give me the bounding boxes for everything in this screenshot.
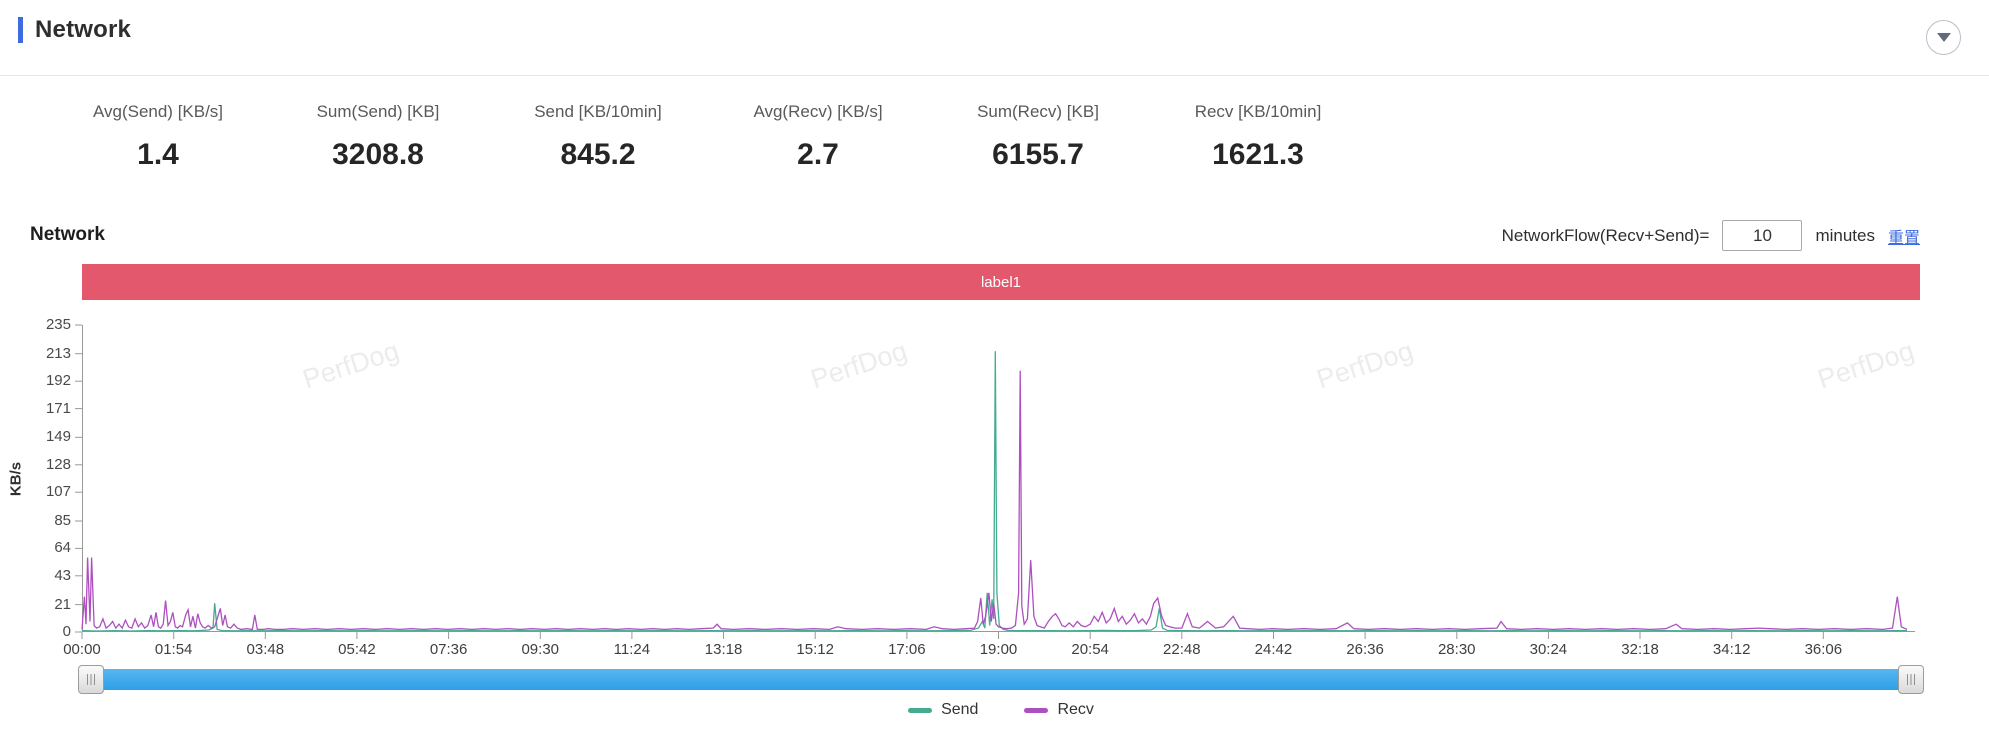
x-axis-label: 05:42 <box>338 641 376 658</box>
x-axis-label: 20:54 <box>1071 641 1109 658</box>
stat-value: 2.7 <box>797 138 839 171</box>
grip-icon <box>87 674 95 685</box>
network-flow-minutes-input[interactable] <box>1722 220 1803 251</box>
x-axis-label: 11:24 <box>613 641 651 658</box>
y-axis-label: 235 <box>45 316 71 333</box>
legend-item-recv[interactable]: Recv <box>1024 701 1094 719</box>
y-axis-label: 107 <box>45 483 71 501</box>
stats-row: Avg(Send) [KB/s] 1.4 Sum(Send) [KB] 3208… <box>68 102 1388 172</box>
stat-avg-send: Avg(Send) [KB/s] 1.4 <box>68 102 248 172</box>
y-axis-label: 43 <box>54 566 71 584</box>
x-axis-label: 00:00 <box>63 641 101 658</box>
y-axis-label: 64 <box>54 539 71 557</box>
y-axis-label: 21 <box>54 595 71 613</box>
chart-section-title: Network <box>30 224 105 245</box>
chart-range-scrollbar <box>78 665 1924 694</box>
network-flow-controls: NetworkFlow(Recv+Send)= minutes 重置 <box>1502 220 1920 251</box>
label1-banner: label1 <box>82 264 1920 300</box>
stat-label: Sum(Send) [KB] <box>316 102 440 121</box>
send-series-line <box>81 351 1907 632</box>
stat-value: 3208.8 <box>332 138 424 171</box>
stat-label: Sum(Recv) [KB] <box>977 102 1099 121</box>
reset-link[interactable]: 重置 <box>1887 229 1920 247</box>
x-axis-label: 15:12 <box>796 641 834 658</box>
legend-label: Recv <box>1057 701 1094 718</box>
chart-legend: Send Recv <box>82 701 1920 719</box>
x-axis-label: 03:48 <box>246 641 285 658</box>
y-axis-label: 192 <box>45 372 71 390</box>
stat-sum-recv: Sum(Recv) [KB] 6155.7 <box>948 102 1128 172</box>
scrollbar-left-handle[interactable] <box>78 665 104 694</box>
x-axis-label: 09:30 <box>521 641 560 658</box>
x-axis-label: 22:48 <box>1163 641 1201 658</box>
stat-sum-send: Sum(Send) [KB] 3208.8 <box>288 102 468 172</box>
x-axis-label: 28:30 <box>1437 641 1476 658</box>
y-axis-title: KB/s <box>7 461 25 496</box>
collapse-panel-button[interactable] <box>1926 20 1961 55</box>
stat-send-per-10min: Send [KB/10min] 845.2 <box>508 102 688 172</box>
page-title: Network <box>35 16 132 43</box>
x-axis-label: 01:54 <box>154 641 193 658</box>
chart-plot-area[interactable] <box>75 324 1915 639</box>
y-axis-label: 171 <box>45 399 71 417</box>
chevron-down-icon <box>1936 33 1951 42</box>
x-axis-label: 19:00 <box>979 641 1018 658</box>
y-axis-label: 149 <box>45 428 71 446</box>
network-flow-label: NetworkFlow(Recv+Send)= <box>1501 225 1710 245</box>
stat-label: Recv [KB/10min] <box>1194 102 1322 121</box>
label1-banner-text: label1 <box>980 273 1022 291</box>
send-series-swatch-icon <box>908 707 933 713</box>
y-axis-label: 213 <box>45 344 71 362</box>
network-chart: KB/s 0 21 43 64 85 107 128 149 171 192 213 235 00:00… <box>8 316 1918 658</box>
x-axis-label: 26:36 <box>1346 641 1384 658</box>
y-axis-label: 0 <box>62 623 71 640</box>
y-axis-label: 85 <box>54 511 71 529</box>
x-axis-label: 07:36 <box>429 641 468 658</box>
legend-item-send[interactable]: Send <box>908 701 978 719</box>
x-axis-label: 36:06 <box>1804 641 1843 658</box>
x-axis-label: 17:06 <box>888 641 926 658</box>
stat-value: 1.4 <box>137 138 179 171</box>
stat-recv-per-10min: Recv [KB/10min] 1621.3 <box>1168 102 1348 172</box>
minutes-unit-label: minutes <box>1815 225 1875 245</box>
stat-avg-recv: Avg(Recv) [KB/s] 2.7 <box>728 102 908 172</box>
stat-label: Avg(Recv) [KB/s] <box>753 102 883 121</box>
header-divider <box>0 75 1989 76</box>
recv-series-swatch-icon <box>1024 707 1049 713</box>
stat-value: 1621.3 <box>1212 138 1304 171</box>
x-axis-label: 24:42 <box>1254 641 1293 658</box>
x-axis-label: 30:24 <box>1529 641 1568 658</box>
legend-label: Send <box>941 701 979 718</box>
stat-label: Avg(Send) [KB/s] <box>92 102 224 121</box>
stat-value: 845.2 <box>560 138 636 171</box>
x-axis-label: 34:12 <box>1712 641 1751 658</box>
stat-value: 6155.7 <box>992 138 1084 171</box>
stat-label: Send [KB/10min] <box>534 102 662 121</box>
accent-bar <box>18 17 23 43</box>
panel-header: Network <box>18 16 131 44</box>
scrollbar-right-handle[interactable] <box>1898 665 1924 694</box>
recv-series-line <box>81 370 1908 631</box>
scrollbar-track[interactable] <box>82 669 1920 690</box>
grip-icon <box>1907 674 1915 685</box>
x-axis-label: 13:18 <box>704 641 743 658</box>
x-axis-label: 32:18 <box>1621 641 1659 658</box>
y-axis-label: 128 <box>45 455 71 473</box>
